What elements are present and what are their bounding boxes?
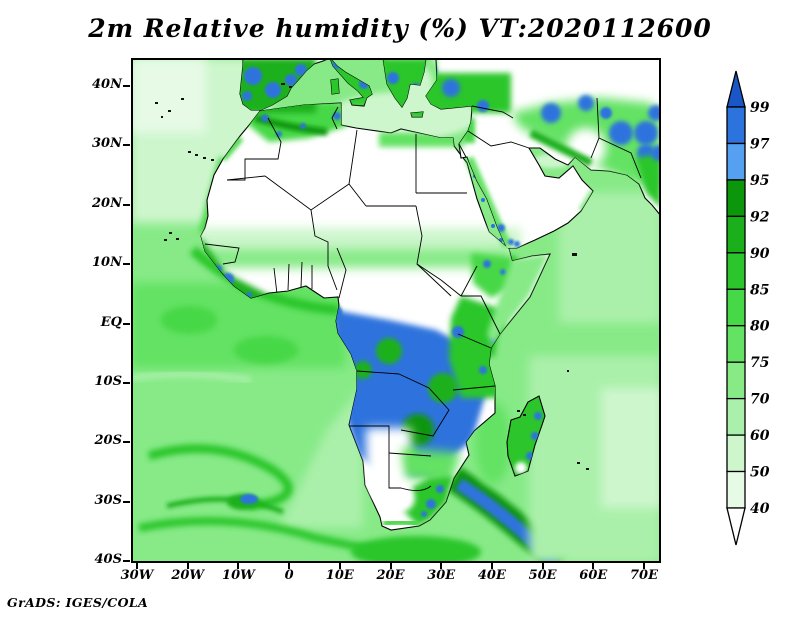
y-tick-label: 20N — [92, 195, 122, 211]
x-tick-label: 0 — [284, 568, 294, 583]
colorbar-level-label: 85 — [750, 282, 769, 298]
x-tick-label: 60E — [579, 568, 608, 583]
x-tick-label: 30E — [427, 568, 456, 583]
colorbar-level-label: 40 — [750, 501, 770, 517]
x-tick-label: 20E — [376, 568, 405, 583]
x-tick-label: 70E — [630, 568, 658, 583]
y-tick-label: 40S — [94, 552, 122, 568]
y-tick-mark — [123, 500, 130, 503]
x-tick-label: 50E — [528, 568, 557, 583]
colorbar-level-label: 90 — [750, 246, 770, 262]
y-tick-label: EQ — [100, 314, 122, 330]
colorbar-level-label: 75 — [750, 355, 769, 371]
colorbar-top-arrow — [726, 70, 746, 108]
y-tick-mark — [123, 85, 130, 87]
x-tick-mark — [490, 563, 493, 569]
humidity-map-svg — [131, 58, 661, 563]
colorbar-level-label: 99 — [750, 100, 770, 116]
grads-attribution: GrADS: IGES/COLA — [7, 595, 149, 610]
y-tick-label: 10S — [94, 374, 122, 389]
colorbar-segment — [726, 434, 746, 473]
colorbar-level-label: 95 — [750, 173, 769, 189]
colorbar-bottom-arrow — [726, 507, 746, 546]
colorbar-segment — [726, 252, 746, 290]
x-tick-label: 30W — [120, 568, 154, 583]
colorbar-segment — [726, 106, 746, 145]
y-tick-mark — [123, 441, 130, 444]
colorbar-segment — [726, 142, 746, 181]
x-tick-mark — [186, 563, 189, 569]
colorbar-level-label: 97 — [750, 137, 770, 153]
x-tick-mark — [541, 563, 544, 569]
colorbar-segment — [726, 179, 746, 218]
x-tick-mark — [643, 563, 645, 569]
x-tick-mark — [288, 563, 291, 569]
x-tick-mark — [136, 563, 138, 569]
y-tick-label: 30S — [94, 492, 122, 508]
colorbar-level-label: 92 — [750, 209, 770, 225]
x-tick-mark — [389, 563, 392, 569]
country-borders-layer — [204, 97, 642, 491]
plot-title: 2m Relative humidity (%) VT:2020112600 — [88, 14, 712, 43]
y-tick-label: 20S — [94, 433, 122, 449]
x-tick-mark — [237, 563, 240, 569]
y-tick-label: 30N — [92, 136, 122, 152]
y-tick-label: 10N — [92, 255, 122, 271]
colorbar-level-label: 80 — [750, 319, 770, 335]
x-tick-label: 10W — [222, 568, 255, 583]
colorbar-svg: 99 97 95 92 90 85 80 75 70 60 50 40 — [726, 70, 770, 546]
y-tick-mark — [123, 144, 130, 147]
plot-frame — [131, 58, 661, 563]
colorbar-level-label: 70 — [750, 392, 770, 408]
colorbar-segment — [726, 325, 746, 363]
x-tick-label: 40E — [477, 568, 506, 583]
x-tick-label: 20W — [171, 568, 205, 583]
colorbar-segment — [726, 288, 746, 327]
colorbar-level-label: 60 — [750, 428, 770, 444]
y-tick-mark — [123, 382, 130, 384]
colorbar-segment — [726, 470, 746, 509]
y-tick-label: 40N — [92, 77, 122, 92]
y-tick-mark — [123, 560, 130, 563]
island-specks-layer — [155, 83, 589, 470]
y-tick-mark — [123, 203, 130, 206]
x-tick-mark — [338, 563, 341, 569]
x-tick-label: 10E — [325, 568, 354, 583]
colorbar: 99 97 95 92 90 85 80 75 70 60 50 40 — [726, 70, 798, 552]
colorbar-segment — [726, 361, 746, 400]
colorbar-segment — [726, 397, 746, 436]
y-tick-mark — [123, 322, 130, 325]
colorbar-level-label: 50 — [750, 465, 770, 481]
colorbar-segment — [726, 215, 746, 254]
map-plot-area — [131, 58, 661, 563]
x-tick-mark — [440, 563, 443, 569]
y-tick-mark — [123, 263, 130, 266]
x-tick-mark — [592, 563, 595, 569]
